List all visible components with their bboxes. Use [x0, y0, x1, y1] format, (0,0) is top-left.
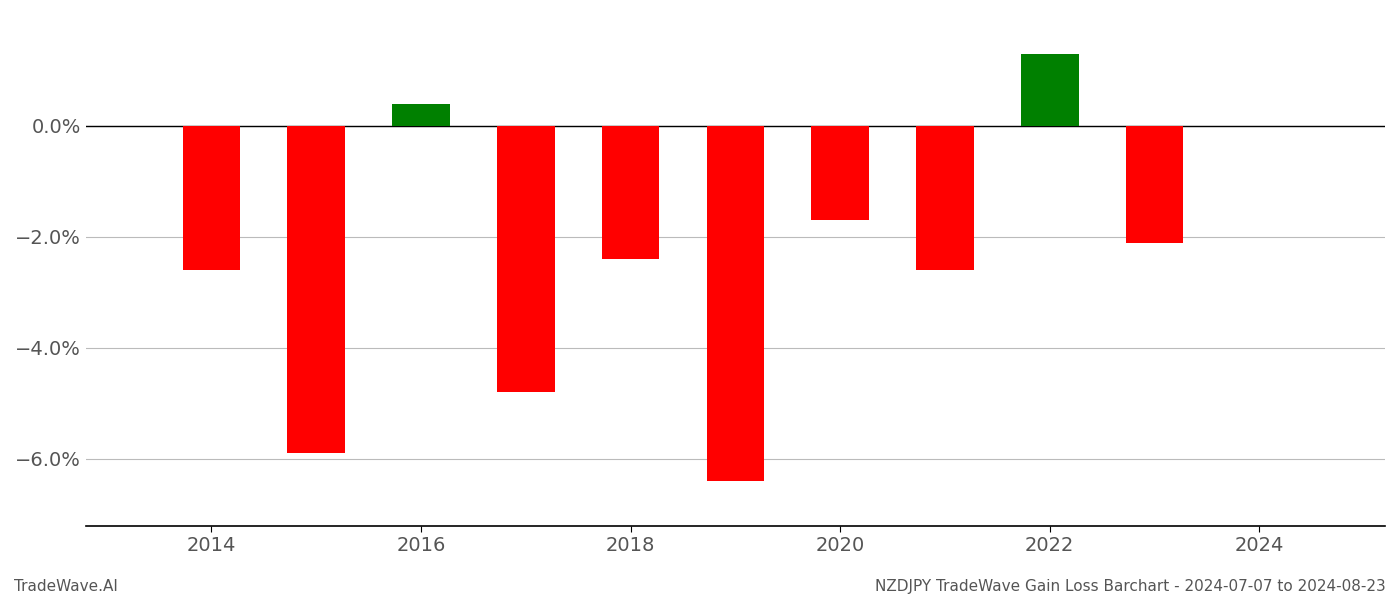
Bar [497, 126, 554, 392]
Bar [287, 126, 344, 454]
Text: NZDJPY TradeWave Gain Loss Barchart - 2024-07-07 to 2024-08-23: NZDJPY TradeWave Gain Loss Barchart - 20… [875, 579, 1386, 594]
Bar [812, 126, 869, 220]
Bar [1126, 126, 1183, 242]
Bar [182, 126, 241, 270]
Bar [916, 126, 974, 270]
Bar [602, 126, 659, 259]
Bar [1021, 54, 1078, 126]
Bar [392, 104, 449, 126]
Bar [707, 126, 764, 481]
Text: TradeWave.AI: TradeWave.AI [14, 579, 118, 594]
